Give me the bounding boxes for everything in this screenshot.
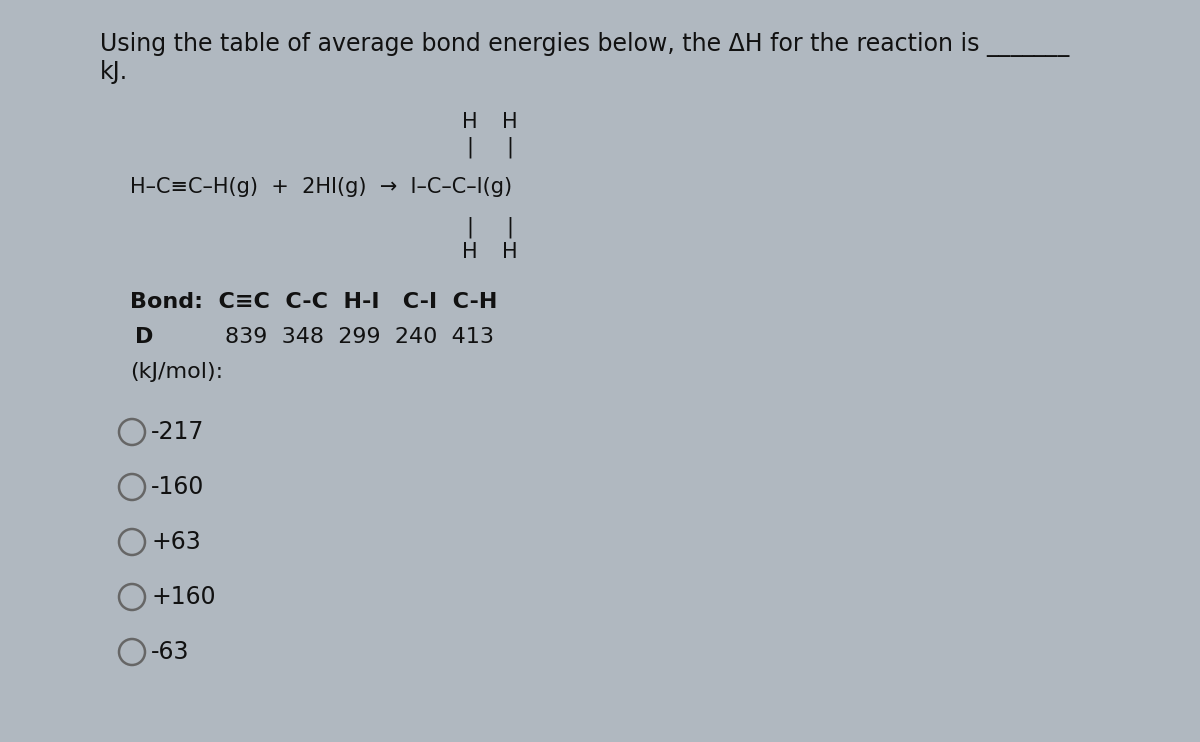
Text: H: H xyxy=(462,112,478,132)
Text: kJ.: kJ. xyxy=(100,60,128,84)
Text: |: | xyxy=(506,137,514,158)
Text: 839  348  299  240  413: 839 348 299 240 413 xyxy=(226,327,494,347)
Text: (kJ/mol):: (kJ/mol): xyxy=(130,362,223,382)
Text: H: H xyxy=(462,242,478,262)
Text: Bond:  C≡C  C-C  H-I   C-I  C-H: Bond: C≡C C-C H-I C-I C-H xyxy=(130,292,497,312)
Text: D: D xyxy=(134,327,154,347)
Text: |: | xyxy=(467,137,474,158)
Text: |: | xyxy=(506,216,514,237)
Text: Using the table of average bond energies below, the ΔH for the reaction is _____: Using the table of average bond energies… xyxy=(100,32,1069,57)
Text: +63: +63 xyxy=(151,530,200,554)
Text: -217: -217 xyxy=(151,420,204,444)
Text: -63: -63 xyxy=(151,640,190,664)
Text: -160: -160 xyxy=(151,475,204,499)
Text: +160: +160 xyxy=(151,585,216,609)
Text: H–C≡C–H(g)  +  2HI(g)  →  I–C–C–I(g): H–C≡C–H(g) + 2HI(g) → I–C–C–I(g) xyxy=(130,177,512,197)
Text: |: | xyxy=(467,216,474,237)
Text: H: H xyxy=(502,112,518,132)
Text: H: H xyxy=(502,242,518,262)
